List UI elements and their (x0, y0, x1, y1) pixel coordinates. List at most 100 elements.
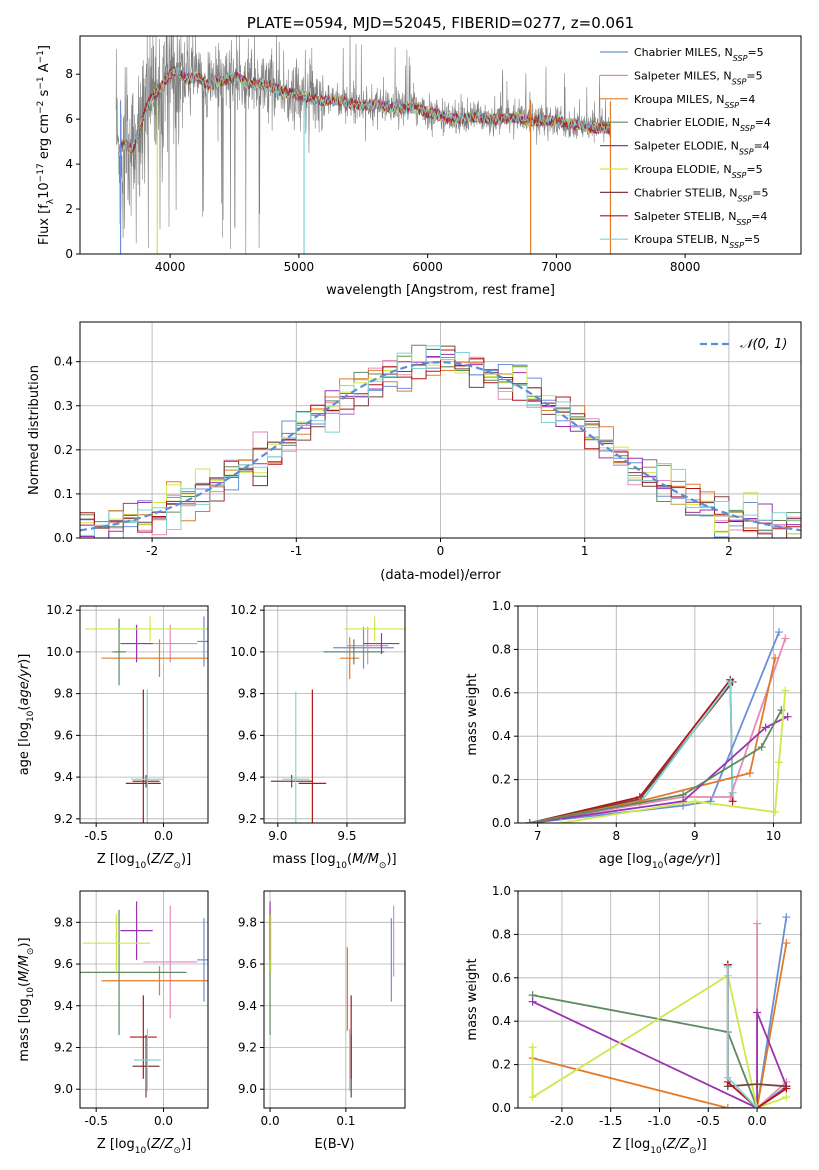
axes-frame (79, 35, 802, 255)
legend-label-text: Chabrier STELIB, N (634, 186, 738, 199)
label-part: age [log (599, 852, 652, 867)
y-tick-label: 9.2 (54, 812, 73, 826)
label-part: ( (17, 982, 32, 987)
y-tick-label: 10.2 (230, 603, 257, 617)
weight-line (529, 715, 788, 823)
x-tick-label: 4000 (155, 260, 186, 274)
weight-point (525, 819, 534, 823)
y-tick-label: 9.4 (238, 770, 257, 784)
x-tick-label: 1 (581, 544, 589, 558)
weight-point (528, 1043, 537, 1052)
label-part: λ (46, 198, 56, 204)
model-spectrum-line (118, 66, 611, 154)
label-part: )] (386, 852, 396, 867)
legend-subscript: SSP (738, 194, 753, 203)
legend-nssp-value: =5 (747, 46, 763, 59)
axes-age-vs-mass: 9.0 9.5 9.2 9.4 9.6 9.8 10.0 10.2 mass [log10(M/… (230, 603, 406, 871)
gaussian-reference-line (80, 360, 801, 532)
y-axis-label: mass [log10(M/M⊙)] (17, 937, 36, 1061)
x-tick-label: 6000 (412, 260, 443, 274)
y-tick-label: 10.2 (46, 603, 73, 617)
label-part: 10 (652, 861, 664, 871)
y-axis-label: age [log10(age/yr)] (17, 654, 36, 776)
label-part: 10 (37, 182, 52, 199)
label-part: age [log (17, 722, 32, 775)
plot-area-mass-vs-Z (80, 901, 208, 1098)
y-tick-label: 10.0 (230, 645, 257, 659)
y-tick-label: 0.0 (492, 816, 511, 830)
label-part: A (37, 63, 52, 76)
weight-point (757, 743, 766, 752)
y-tick-label: 0.0 (492, 1101, 511, 1115)
x-tick-label: -1.5 (599, 1114, 622, 1128)
label-part: 10 (26, 987, 36, 999)
weight-point (726, 677, 735, 686)
axes-frame (263, 605, 406, 824)
weight-point (771, 654, 780, 663)
plot-area-age-vs-mass (270, 616, 405, 823)
x-tick-label: -2 (146, 544, 158, 558)
weight-point (753, 1008, 762, 1017)
x-tick-label: -0.5 (84, 829, 107, 843)
legend-label: Chabrier STELIB, NSSP=5 (634, 186, 768, 203)
axes-frame (263, 890, 406, 1109)
legend-nssp-value: =5 (744, 233, 760, 246)
y-tick-label: 0.6 (492, 971, 511, 985)
x-tick-label: 0.0 (154, 829, 173, 843)
weight-point (753, 919, 762, 928)
axes-mass-vs-Z: -0.5 0.09.09.29.49.69.8Z [log10(Z/Z⊙)]mas… (17, 890, 209, 1156)
legend-nssp-value: =5 (746, 69, 762, 82)
label-part: Z [log (612, 1137, 650, 1152)
chart-title: PLATE=0594, MJD=52045, FIBERID=0277, z=0… (247, 14, 634, 32)
weight-point (557, 819, 566, 823)
label-part: )] (181, 1137, 191, 1152)
label-part: ( (146, 852, 151, 867)
legend-nssp-value: =4 (755, 116, 771, 129)
x-tick-label: 7000 (541, 260, 572, 274)
y-tick-label: 0.2 (492, 773, 511, 787)
legend-nssp-value: =4 (751, 210, 767, 223)
label-part: ( (146, 1137, 151, 1152)
y-axis-label: Flux [fλ10−17 erg cm−2 s−1 A−1] (36, 45, 56, 245)
label-part: )] (17, 937, 32, 947)
y-axis-label: Normed distribution (27, 365, 42, 495)
y-tick-label: 4 (65, 157, 73, 171)
y-tick-label: 9.6 (238, 728, 257, 742)
y-tick-label: 1.0 (492, 884, 511, 898)
x-tick-label: 5000 (284, 260, 315, 274)
label-part: ] (37, 45, 52, 50)
x-tick-label: 10 (766, 829, 781, 843)
legend-label-text: Chabrier MILES, N (634, 46, 733, 59)
weight-line (756, 923, 787, 1108)
label-part: −1 (36, 76, 46, 89)
legend-nssp-value: =4 (754, 140, 770, 153)
plot-area-weight-vs-Z (528, 913, 791, 1108)
axes-weight-vs-Z: -2.0 -1.5 -1.0 -0.5 0.0 0.0 0.2 0.4 0.6 0.8 1.0 mas… (465, 884, 802, 1156)
x-axis-label: wavelength [Angstrom, rest frame] (326, 283, 555, 298)
y-tick-label: 9.2 (238, 812, 257, 826)
weight-point (782, 1084, 791, 1093)
label-part: ⊙ (689, 1146, 697, 1156)
legend-label: Kroupa ELODIE, NSSP=5 (634, 163, 763, 180)
x-axis-label: Z [log10(Z/Z⊙)] (97, 852, 191, 871)
weight-point (782, 939, 791, 948)
y-tick-label: 0.2 (54, 443, 73, 457)
y-tick-label: 1.0 (492, 599, 511, 613)
plot-area-weight-vs-age (525, 628, 792, 823)
y-tick-label: 9.8 (238, 687, 257, 701)
label-part: s (37, 89, 52, 100)
legend-subscript: SSP (729, 241, 744, 250)
x-axis-label: E(B-V) (314, 1137, 354, 1152)
axes-weight-vs-age: 7 8 9 10 0.0 0.2 0.4 0.6 0.8 1.0 mass weight age [l… (465, 599, 802, 871)
weight-point (782, 1093, 791, 1102)
y-tick-label: 9.2 (54, 1040, 73, 1054)
y-tick-label: 10.0 (46, 645, 73, 659)
y-tick-label: 9.0 (54, 1082, 73, 1096)
x-tick-label: -0.5 (84, 1114, 107, 1128)
observed-spectrum-line (115, 36, 611, 254)
y-axis-label: mass weight (465, 958, 480, 1040)
label-part: Z [log (97, 852, 135, 867)
weight-point (782, 913, 791, 922)
y-tick-label: 0.4 (492, 1014, 511, 1028)
